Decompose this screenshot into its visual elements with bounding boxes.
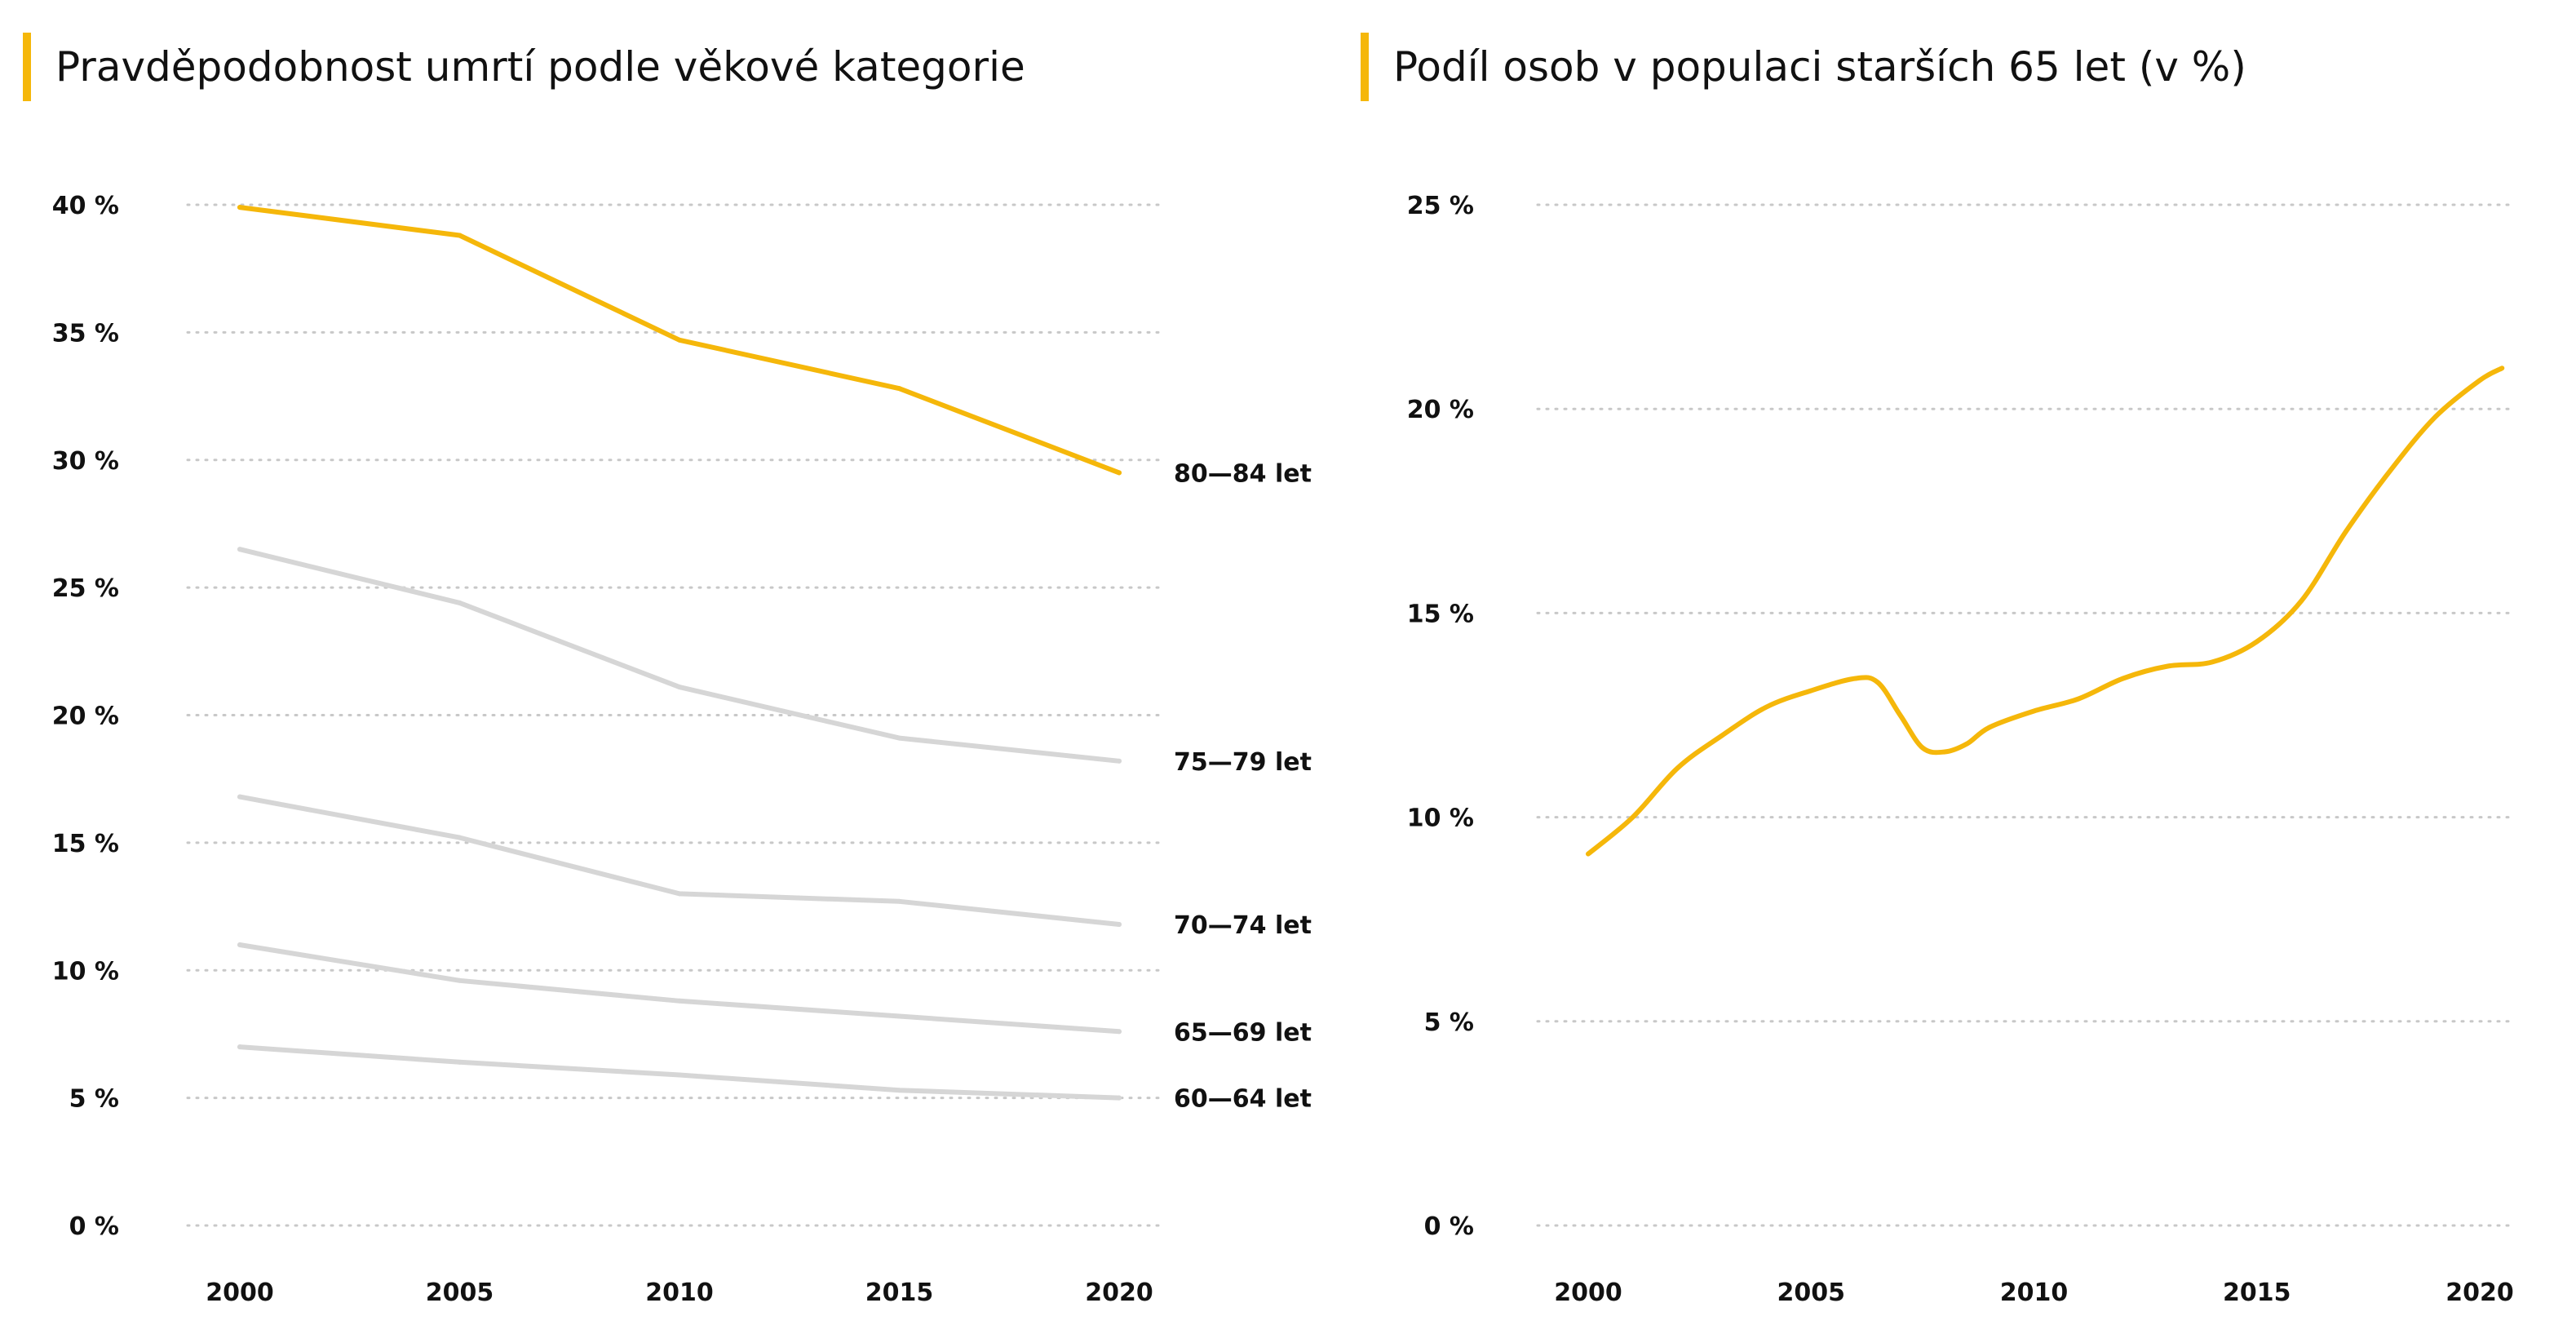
y-tick-label: 0 % [69, 1212, 119, 1241]
data-point [1808, 688, 1813, 693]
data-point [1586, 852, 1591, 857]
series-label: 65—69 let [1174, 1018, 1312, 1047]
data-point [1117, 470, 1122, 476]
chart-title-mortality: Pravděpodobnost umrtí podle věkové kateg… [23, 33, 1025, 101]
x-tick-label: 2020 [1085, 1279, 1153, 1307]
data-point [2076, 696, 2081, 701]
chart-panel-population: Podíl osob v populaci starších 65 let (v… [1288, 0, 2576, 1334]
y-tick-label: 40 % [52, 192, 119, 220]
data-point [1898, 713, 1903, 717]
y-tick-label: 0 % [1424, 1212, 1474, 1241]
data-point [896, 898, 902, 904]
data-point [1117, 758, 1122, 764]
data-point [2344, 529, 2348, 534]
data-point [896, 1088, 902, 1093]
x-tick-label: 2005 [1777, 1279, 1846, 1307]
y-tick-label: 25 % [1407, 192, 1474, 220]
series-label: 80—84 let [1174, 459, 1312, 488]
data-point [457, 233, 463, 238]
data-point [2299, 598, 2304, 603]
x-tick-label: 2015 [2223, 1279, 2291, 1307]
data-point [1631, 815, 1635, 820]
x-tick-label: 2000 [1554, 1279, 1622, 1307]
data-point [237, 794, 242, 800]
chart-title-text: Podíl osob v populaci starších 65 let (v… [1393, 43, 2246, 91]
data-point [677, 337, 682, 343]
chart-title-population: Podíl osob v populaci starších 65 let (v… [1361, 33, 2246, 101]
data-point [2388, 468, 2393, 472]
y-tick-label: 25 % [52, 574, 119, 603]
data-point [457, 977, 463, 983]
data-point [237, 547, 242, 552]
series-line-65–69 let [237, 942, 1122, 1035]
data-point [2432, 414, 2437, 419]
data-point [677, 998, 682, 1004]
data-point [1987, 725, 1992, 730]
data-point [237, 1044, 242, 1050]
series-label: 60—64 let [1174, 1085, 1312, 1114]
data-point [2121, 676, 2126, 680]
y-tick-label: 35 % [52, 319, 119, 348]
y-tick-label: 10 % [1407, 804, 1474, 833]
data-point [896, 1013, 902, 1019]
data-point [1920, 746, 1925, 751]
data-point [1117, 921, 1122, 927]
data-point [457, 1059, 463, 1065]
series-line-75–79 let [237, 547, 1122, 764]
y-tick-label: 30 % [52, 447, 119, 476]
y-tick-label: 15 % [52, 830, 119, 858]
chart-panel-mortality: Pravděpodobnost umrtí podle věkové kateg… [23, 33, 1312, 1307]
x-tick-label: 2015 [865, 1279, 934, 1307]
x-tick-label: 2000 [206, 1279, 274, 1307]
series-label: 70—74 let [1174, 911, 1312, 940]
y-tick-label: 20 % [1407, 396, 1474, 424]
data-point [677, 1072, 682, 1078]
data-point [237, 942, 242, 947]
y-tick-label: 5 % [69, 1085, 119, 1114]
data-point [2165, 663, 2170, 668]
data-point [677, 891, 682, 897]
title-accent-bar [1361, 33, 1369, 101]
data-point [1117, 1095, 1122, 1101]
data-point [2210, 659, 2215, 664]
data-point [2499, 366, 2504, 370]
data-point [1853, 676, 1858, 680]
y-tick-label: 5 % [1424, 1008, 1474, 1037]
y-tick-label: 15 % [1407, 600, 1474, 628]
series-line-70–74 let [237, 794, 1122, 927]
data-point [1764, 704, 1769, 709]
data-point [1117, 1029, 1122, 1035]
x-tick-label: 2005 [426, 1279, 494, 1307]
mortality-line-chart: 0 % 5 % 10 % 15 % 20 % 25 % 30 % 35 % 40 % 2000 20… [52, 192, 1312, 1307]
data-point [457, 835, 463, 840]
title-accent-bar [23, 33, 31, 101]
data-point [1875, 680, 1880, 685]
x-tick-label: 2020 [2445, 1279, 2514, 1307]
data-point [237, 205, 242, 211]
y-tick-label: 10 % [52, 957, 119, 986]
data-point [677, 685, 682, 690]
data-point [2255, 639, 2260, 644]
data-point [2477, 378, 2482, 383]
data-point [1965, 742, 1970, 747]
data-point [2032, 708, 2036, 713]
series-label: 75—79 let [1174, 748, 1312, 777]
data-point [896, 735, 902, 741]
y-tick-label: 20 % [52, 702, 119, 731]
series-line-population-65plus [1586, 366, 2505, 857]
x-tick-label: 2010 [2000, 1279, 2069, 1307]
population-line-chart: 0 % 5 % 10 % 15 % 20 % 25 % 2000 2005 2010 2015 20… [1407, 192, 2514, 1307]
data-point [1942, 750, 1947, 755]
data-point [1675, 766, 1680, 771]
x-tick-label: 2010 [645, 1279, 714, 1307]
data-point [896, 386, 902, 392]
data-point [457, 600, 463, 605]
chart-title-text: Pravděpodobnost umrtí podle věkové kateg… [55, 43, 1025, 91]
series-line-60–64 let [237, 1044, 1122, 1101]
data-point [1720, 733, 1724, 738]
